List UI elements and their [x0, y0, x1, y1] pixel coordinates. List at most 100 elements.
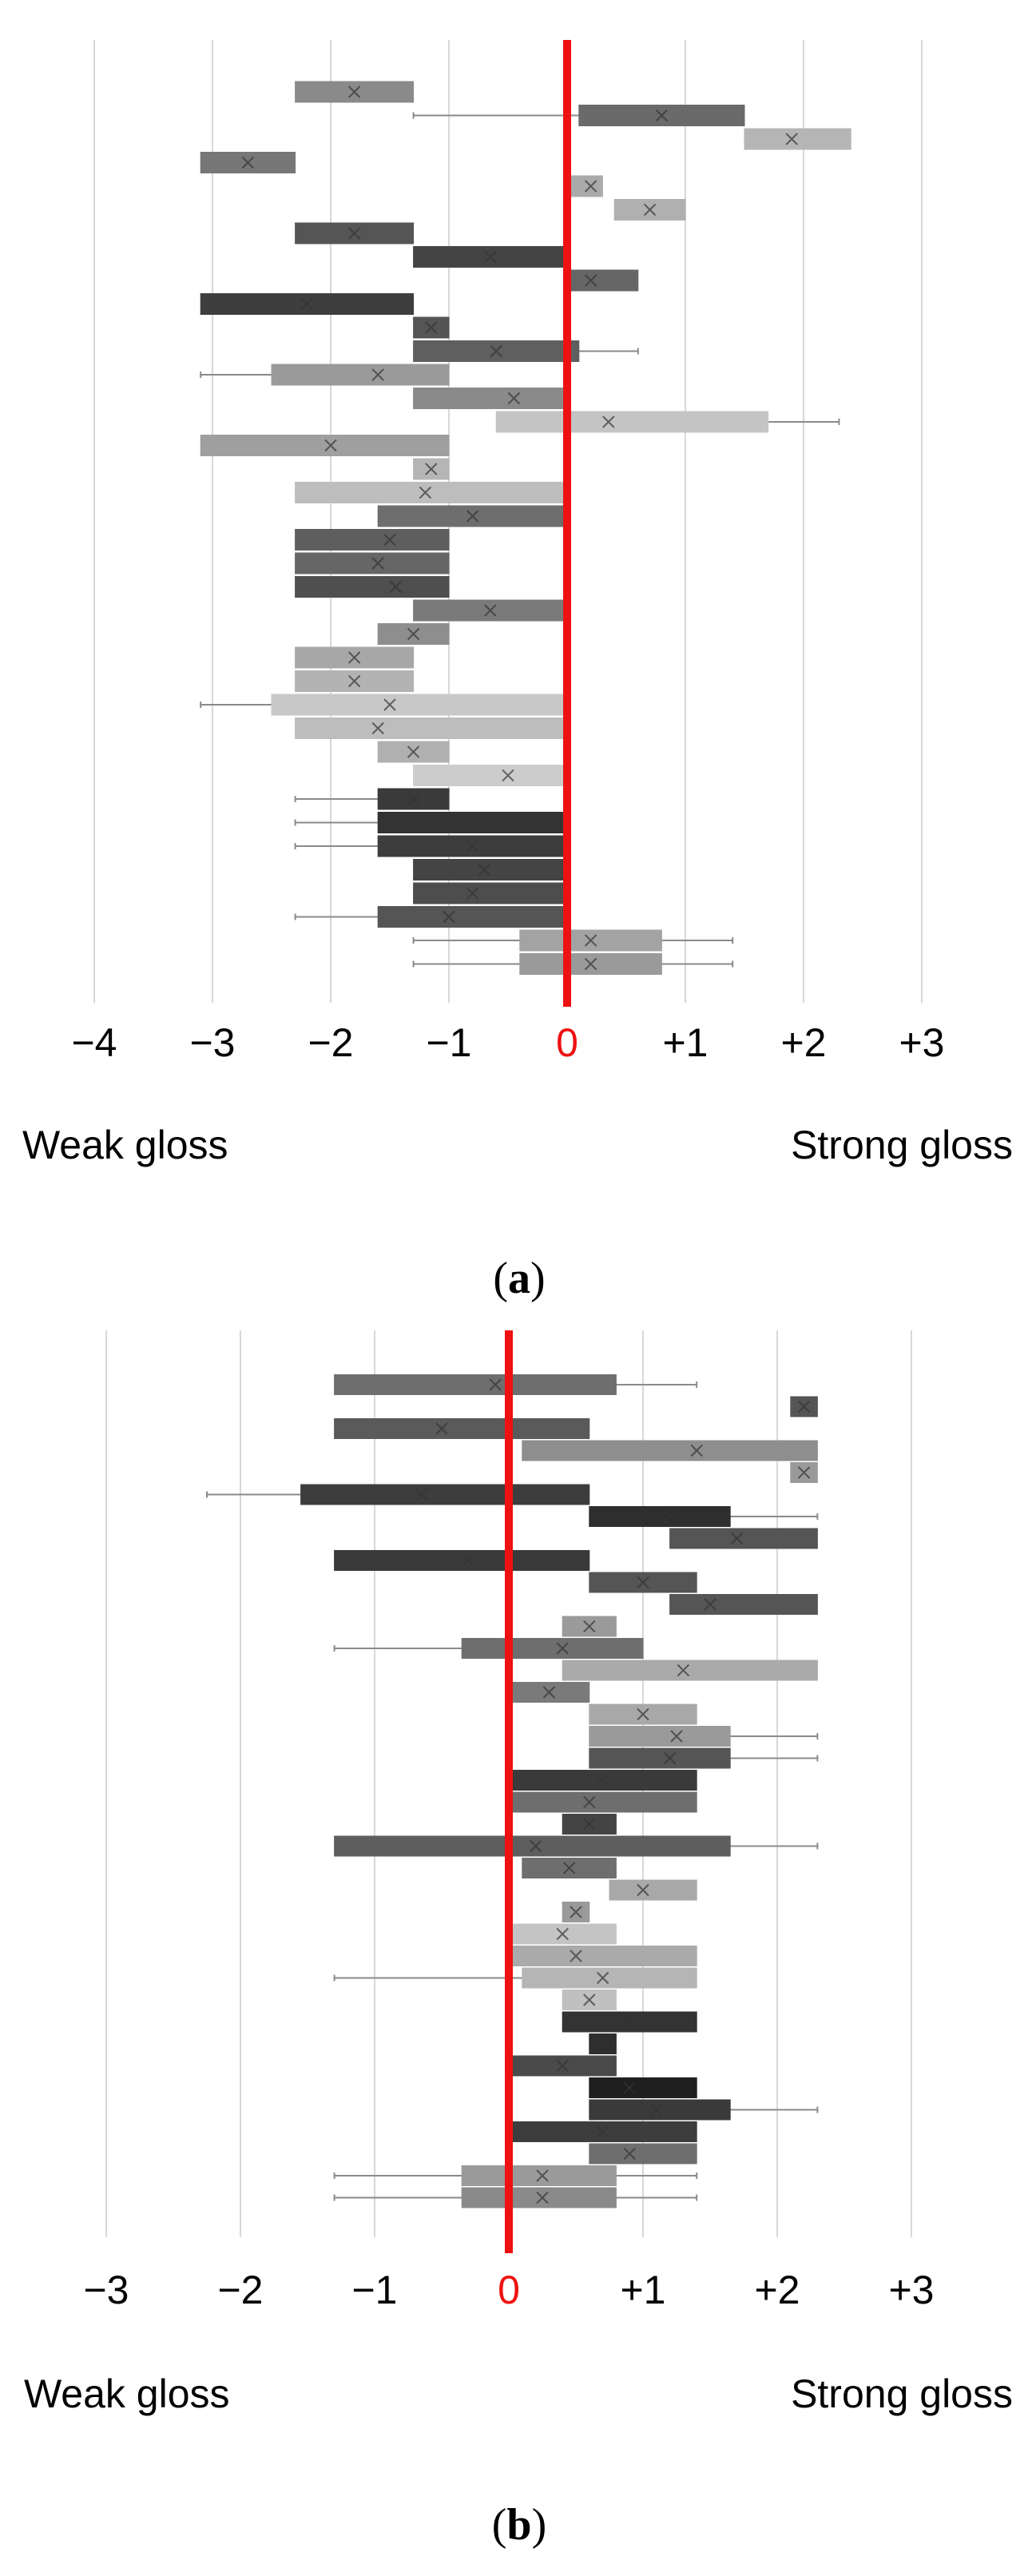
box-body	[566, 269, 639, 292]
box-8	[669, 1528, 818, 1549]
box-9	[566, 269, 639, 292]
box-6	[206, 1484, 590, 1505]
panel-a-weak-gloss-label: Weak gloss	[22, 1123, 228, 1167]
box-7	[589, 1506, 819, 1527]
box-body	[562, 1660, 818, 1681]
box-10	[200, 293, 415, 315]
box-body	[519, 929, 662, 952]
box-28	[295, 718, 568, 739]
mean-marker	[324, 439, 337, 452]
box-17	[413, 458, 450, 480]
box-14	[562, 1660, 818, 1681]
tick-label: 0	[556, 1020, 578, 1065]
box-body	[295, 718, 568, 739]
panel-b-boxes	[206, 1374, 819, 2208]
box-5	[566, 175, 603, 197]
tick-label: −1	[351, 2268, 397, 2312]
box-body	[461, 1638, 644, 1659]
box-4	[200, 152, 296, 173]
box-25	[562, 1902, 590, 1922]
mean-marker	[797, 1400, 811, 1413]
mean-marker	[596, 1971, 609, 1985]
box-body	[271, 694, 568, 716]
mean-marker	[347, 85, 361, 98]
box-5	[790, 1462, 818, 1483]
box-28	[333, 1967, 697, 1989]
mean-marker	[462, 1554, 475, 1567]
mean-marker	[596, 2125, 609, 2138]
box-body	[377, 906, 568, 928]
mean-marker	[484, 604, 497, 617]
box-body	[589, 2099, 731, 2121]
mean-marker	[241, 156, 255, 169]
mean-marker	[663, 1510, 677, 1523]
box-37	[333, 2165, 698, 2186]
mean-marker	[371, 722, 384, 735]
box-30	[413, 765, 568, 786]
box-11	[669, 1594, 818, 1615]
box-body	[461, 2187, 617, 2208]
box-33	[294, 835, 568, 857]
box-21	[295, 552, 450, 574]
box-body	[669, 1594, 818, 1615]
box-body	[589, 1747, 731, 1769]
mean-marker	[529, 1839, 542, 1853]
panel-b-caption: (b)	[492, 2500, 546, 2550]
tick-label: −3	[189, 1020, 235, 1065]
mean-marker	[570, 1950, 582, 1962]
box-13	[200, 364, 450, 386]
box-body	[589, 2143, 697, 2165]
mean-marker	[596, 1774, 609, 1787]
mean-marker	[502, 769, 514, 782]
box-6	[613, 199, 686, 221]
mean-marker	[643, 203, 657, 217]
mean-marker	[489, 1378, 502, 1391]
panel-a-caption: (a)	[493, 1254, 545, 1303]
box-31	[589, 2033, 617, 2054]
mean-marker	[536, 2169, 549, 2182]
box-15	[508, 1682, 590, 1703]
mean-marker	[623, 2147, 636, 2161]
box-31	[294, 788, 450, 810]
box-body	[413, 388, 568, 409]
mean-marker	[596, 2037, 609, 2050]
mean-marker	[300, 297, 314, 311]
box-25	[295, 646, 415, 669]
box-body	[562, 1990, 617, 2010]
panel-a-boxes	[200, 81, 851, 975]
mean-marker	[347, 651, 361, 664]
mean-marker	[583, 1795, 596, 1809]
box-body	[669, 1528, 818, 1549]
box-24	[609, 1879, 697, 1901]
mean-marker	[466, 816, 479, 829]
box-30	[562, 2011, 697, 2033]
mean-marker	[371, 557, 384, 570]
tick-label: 0	[498, 2268, 520, 2312]
mean-marker	[407, 627, 420, 641]
box-body	[295, 576, 450, 598]
tick-label: +1	[662, 1020, 708, 1065]
box-35	[508, 2121, 697, 2142]
mean-marker	[663, 1751, 677, 1765]
box-body	[300, 1484, 590, 1505]
mean-marker	[466, 887, 479, 900]
tick-label: −1	[426, 1020, 471, 1065]
panel-b-chart: −3 −2 −1 0 +1 +2 +3 Weak gloss Strong gloss (b…	[24, 1330, 1013, 2550]
mean-marker	[556, 1927, 569, 1941]
mean-marker	[407, 745, 420, 758]
box-8	[413, 246, 568, 268]
mean-marker	[602, 415, 615, 428]
box-body	[200, 435, 450, 456]
box-1	[295, 81, 415, 103]
mean-marker	[650, 2103, 663, 2117]
tick-label: −2	[217, 2268, 263, 2312]
box-22	[295, 576, 450, 598]
mean-marker	[785, 133, 798, 145]
box-body	[589, 2033, 617, 2054]
mean-marker	[389, 580, 403, 594]
box-36	[294, 906, 568, 928]
mean-marker	[583, 1818, 596, 1831]
mean-marker	[435, 1422, 448, 1435]
mean-marker	[637, 1707, 649, 1721]
